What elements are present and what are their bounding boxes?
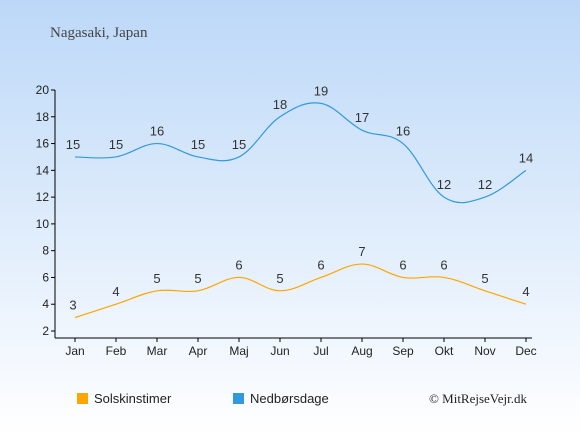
data-label-rain-days: 15 [66, 137, 80, 152]
data-label-sunshine: 6 [235, 257, 242, 272]
copyright-text: © MitRejseVejr.dk [429, 391, 527, 406]
y-tick-label: 18 [36, 110, 50, 124]
x-tick-label: Jan [65, 344, 84, 358]
data-label-sunshine: 4 [522, 284, 529, 299]
labels-layer: 3 4 5 5 6 5 6 7 6 6 5 4 15 15 16 15 15 18 19 17 16 12 12 14 [66, 83, 533, 312]
x-tick-label: Aug [351, 344, 372, 358]
y-tick-label: 4 [42, 297, 49, 311]
x-tick-label: Nov [474, 344, 495, 358]
legend-swatch-rain-days [233, 393, 244, 404]
data-label-sunshine: 5 [153, 271, 160, 286]
data-label-sunshine: 6 [317, 257, 324, 272]
x-tick-label: Feb [106, 344, 127, 358]
series-layer [74, 102, 527, 319]
data-label-rain-days: 16 [396, 124, 410, 139]
y-tick-label: 2 [42, 324, 49, 338]
data-label-rain-days: 12 [478, 177, 492, 192]
data-label-sunshine: 5 [481, 271, 488, 286]
x-tick-label: Maj [229, 344, 248, 358]
y-tick-label: 12 [36, 190, 50, 204]
axes: 2 4 6 8 10 12 14 16 18 20 Jan Feb Mar Apr Maj Jun Jul Aug… [36, 83, 537, 358]
x-tick-label: Apr [189, 344, 208, 358]
data-label-rain-days: 15 [109, 137, 123, 152]
x-tick-label: Dec [515, 344, 536, 358]
y-tick-label: 6 [42, 270, 49, 284]
legend-swatch-sunshine [77, 393, 88, 404]
data-label-rain-days: 12 [437, 177, 451, 192]
data-label-sunshine: 6 [440, 257, 447, 272]
series-line-sunshine [74, 263, 527, 319]
data-label-rain-days: 16 [150, 124, 164, 139]
data-label-rain-days: 15 [191, 137, 205, 152]
data-label-rain-days: 19 [314, 83, 328, 98]
series-line-rain-days [74, 102, 527, 204]
data-label-rain-days: 18 [273, 97, 287, 112]
data-label-rain-days: 15 [232, 137, 246, 152]
legend-label-rain-days: Nedbørsdage [250, 391, 329, 406]
x-tick-label: Okt [435, 344, 454, 358]
x-tick-label: Jun [270, 344, 289, 358]
y-tick-label: 16 [36, 137, 50, 151]
data-label-sunshine: 3 [69, 298, 76, 313]
data-label-sunshine: 4 [112, 284, 119, 299]
data-label-rain-days: 14 [519, 150, 533, 165]
x-tick-label: Mar [147, 344, 168, 358]
data-label-sunshine: 5 [276, 271, 283, 286]
legend: Solskinstimer Nedbørsdage [77, 391, 329, 406]
data-label-sunshine: 6 [399, 257, 406, 272]
data-label-sunshine: 7 [358, 244, 365, 259]
y-tick-label: 10 [36, 217, 50, 231]
y-tick-label: 8 [42, 244, 49, 258]
y-tick-label: 14 [36, 163, 50, 177]
data-label-sunshine: 5 [194, 271, 201, 286]
x-tick-label: Jul [313, 344, 328, 358]
x-tick-label: Sep [392, 344, 414, 358]
location-title: Nagasaki, Japan [50, 25, 148, 41]
data-label-rain-days: 17 [355, 110, 369, 125]
legend-label-sunshine: Solskinstimer [94, 391, 172, 406]
y-tick-label: 20 [36, 83, 50, 97]
